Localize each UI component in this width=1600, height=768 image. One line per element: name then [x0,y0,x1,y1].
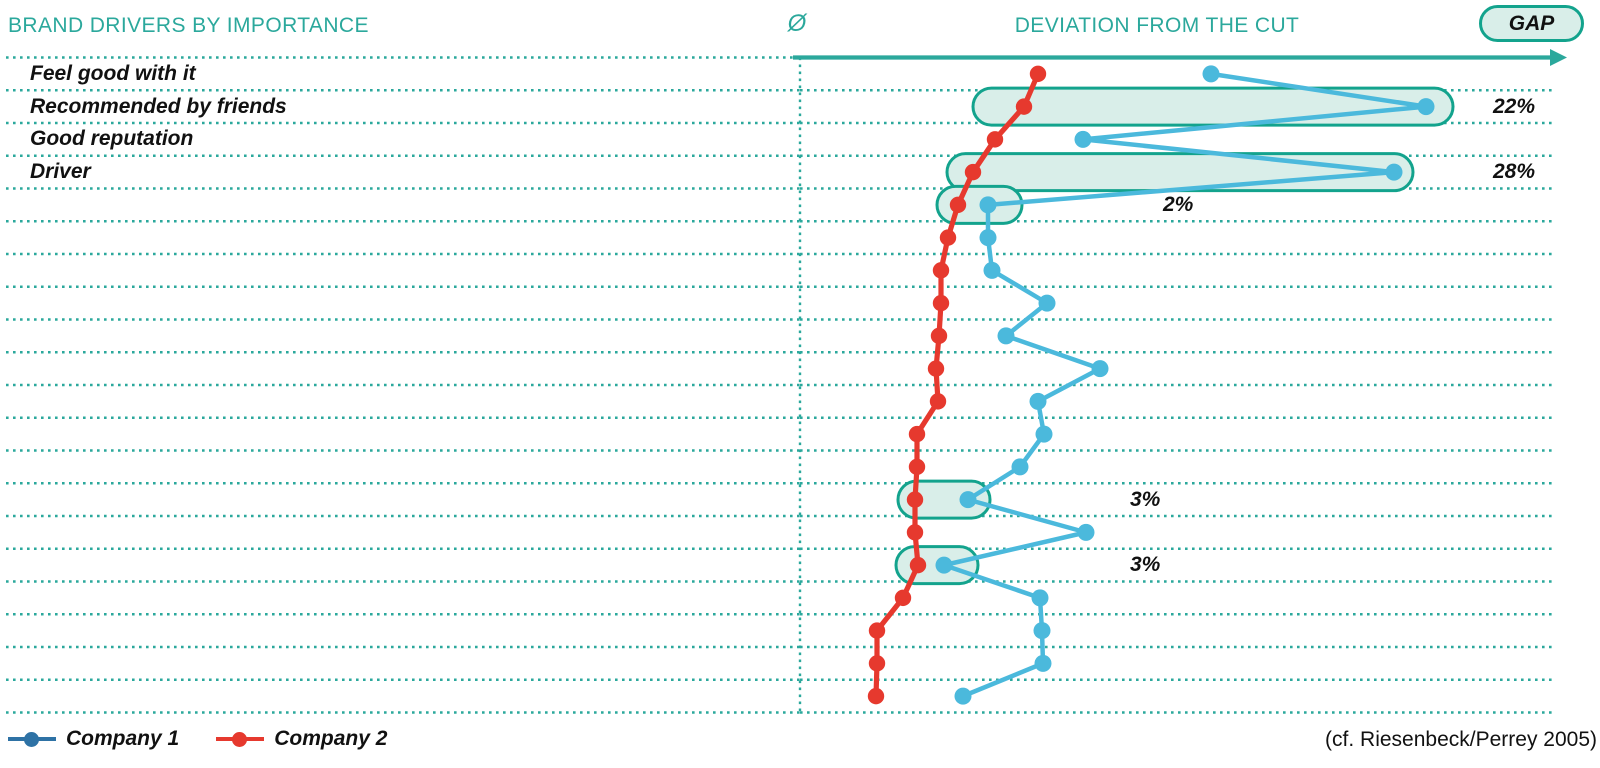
row-label: Driver [30,160,91,184]
gap-value-label: 3% [1130,553,1161,577]
gap-badge: GAP [1479,5,1584,42]
data-point [867,687,885,705]
data-point [1029,65,1047,83]
data-point [868,655,886,672]
data-point [1033,622,1051,640]
data-point [894,589,912,607]
legend-label: Company 1 [66,727,180,750]
axis-title: DEVIATION FROM THE CUT [1014,14,1300,37]
data-point [930,327,948,345]
data-point [868,622,886,639]
gap-value-label: 28% [1493,160,1536,184]
gap-value-label: 2% [1163,192,1194,216]
legend: Company 1 Company 2 [8,727,424,751]
data-point [979,229,997,247]
series-company-1-line [941,71,1429,699]
gap-pill [945,152,1415,193]
legend-label: Company 2 [274,727,388,750]
data-point [929,393,947,410]
data-point [1029,392,1047,410]
data-point [979,196,997,214]
data-point [906,491,924,508]
row-label: Good reputation [30,127,194,151]
data-point [959,491,977,509]
data-point [986,131,1004,148]
data-point [1034,654,1052,672]
data-point [1202,65,1220,83]
data-point [1038,294,1056,312]
average-symbol: Ø [787,10,807,37]
data-point [954,687,972,705]
data-point [932,294,950,312]
row-label: Recommended by friends [30,94,287,118]
series-company-1-points [935,65,1435,705]
data-point [1417,98,1435,116]
company-1-line-dot-icon [8,731,56,748]
page-title: BRAND DRIVERS BY IMPORTANCE [8,14,369,37]
citation: (cf. Riesenbeck/Perrey 2005) [1325,728,1597,751]
data-point [949,196,967,214]
data-point [939,229,957,246]
data-point [1074,130,1092,148]
data-point [1015,98,1033,115]
data-point [908,458,926,476]
data-point [908,425,926,443]
data-point [927,360,945,377]
data-point [935,556,953,574]
series-company-2-points [867,65,1047,705]
data-point [1011,458,1029,476]
gap-pill [971,86,1455,127]
data-point [932,262,950,279]
axis-arrow-head-icon [1550,49,1567,66]
data-point [1385,163,1403,181]
data-point [964,163,982,181]
legend-item-company-2: Company 2 [216,727,387,751]
gap-value-label: 3% [1130,487,1161,511]
gap-pill [896,479,992,520]
data-point [1077,523,1095,541]
data-point [1035,425,1053,443]
data-point [1091,360,1109,378]
row-label: Feel good with it [30,61,196,85]
gap-value-label: 22% [1493,94,1536,118]
data-point [906,524,924,541]
legend-item-company-1: Company 1 [8,727,179,751]
data-point [909,556,927,574]
data-point [1031,589,1049,607]
data-point [997,327,1015,345]
data-point [983,261,1001,279]
company-2-line-dot-icon [216,731,265,748]
